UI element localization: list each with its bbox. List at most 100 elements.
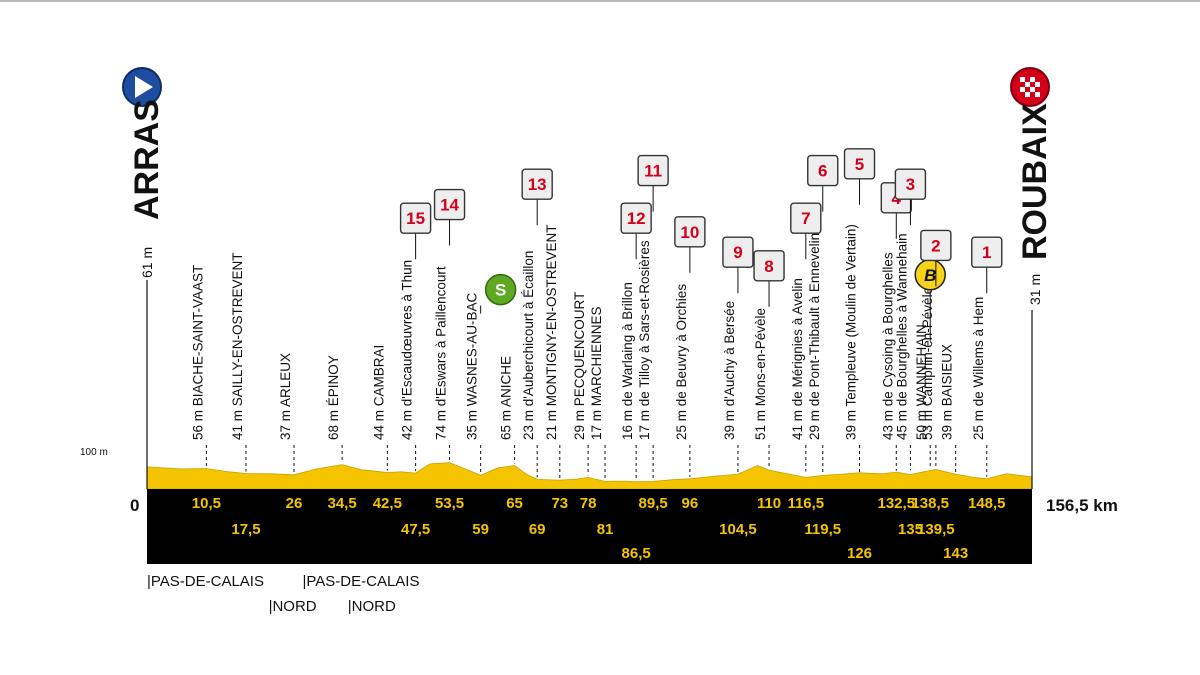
checkered-flag-icon	[1020, 87, 1025, 92]
place-label: 25 m de Willems à Hem	[971, 297, 986, 440]
km-label: 81	[597, 521, 614, 538]
sector-badge	[637, 154, 669, 187]
region-label: |NORD	[348, 598, 396, 615]
place-label: 65 m ANICHE	[499, 356, 514, 440]
sector-badge	[620, 202, 652, 234]
checkered-flag-icon	[1030, 77, 1035, 82]
start-altitude: 61 m	[139, 247, 155, 278]
place-label: 39 m BAISIEUX	[940, 344, 955, 440]
elevation-area	[146, 462, 1033, 490]
km-label: 116,5	[787, 495, 824, 512]
place-label: 44 m CAMBRAI	[371, 345, 386, 440]
sector-badge	[521, 168, 553, 200]
checkered-flag-icon	[1030, 87, 1035, 92]
sector-badges: 1514S131211109876543B21	[399, 148, 1003, 341]
place-label: 45 m de Bourghelles à Wannehain	[894, 233, 909, 440]
leader-lines	[205, 445, 988, 480]
checkered-flag-icon	[1035, 92, 1040, 97]
km-label: 138,5	[911, 495, 949, 512]
sector-badge	[894, 168, 927, 200]
sector-number: 14	[440, 196, 459, 215]
checkered-flag-icon	[1020, 77, 1025, 82]
km-label: 69	[529, 521, 546, 538]
place-label: 39 m d'Auchy à Bersée	[722, 301, 737, 440]
checkered-flag-icon	[1025, 92, 1030, 97]
km-label: 104,5	[719, 521, 757, 538]
km-label: 42,5	[373, 495, 402, 512]
sprint-badge	[484, 273, 517, 306]
place-label: 29 m de Pont-Thibault à Ennevelin	[807, 233, 822, 440]
km-label: 26	[286, 495, 303, 512]
sector-badge	[920, 229, 952, 262]
km-label: 34,5	[327, 495, 356, 512]
sector-number: 6	[818, 162, 827, 181]
sector-number: 12	[627, 209, 646, 228]
place-labels: 56 m BIACHE-SAINT-VAAST 41 m SAILLY-EN-OS…	[190, 224, 985, 440]
sector-number: 10	[680, 223, 699, 242]
place-label: 23 m d'Auberchicourt à Écaillon	[521, 251, 536, 440]
sector-badge	[674, 216, 706, 248]
sector-number: 8	[764, 257, 773, 276]
place-label: 42 m d'Escaudœuvres à Thun	[400, 260, 415, 440]
region-labels: |PAS-DE-CALAIS |NORD |PAS-DE-CALAIS |NORD	[147, 573, 419, 615]
place-label: 43 m de Cysoing à Bourghelles	[880, 252, 895, 440]
place-label: 56 m BIACHE-SAINT-VAAST	[190, 265, 205, 440]
place-label: 17 m MARCHIENNES	[589, 306, 604, 440]
distance-bar	[147, 489, 1032, 564]
sector-badge	[753, 250, 785, 282]
place-label: 50 m WANNEHAIN	[914, 324, 929, 440]
start-city: ARRAS	[128, 99, 166, 220]
place-label: 74 m d'Eswars à Paillencourt	[434, 266, 449, 440]
km-label: 86,5	[622, 545, 651, 562]
checkered-flag-icon	[1035, 82, 1040, 87]
region-label: |PAS-DE-CALAIS	[147, 573, 264, 590]
place-label: 68 m ÉPINOY	[326, 355, 341, 440]
km-label: 89,5	[639, 495, 668, 512]
place-label: 35 m WASNES-AU-BAC	[465, 292, 480, 440]
km-label: 59	[472, 521, 489, 538]
place-label: 21 m MONTIGNY-EN-OSTREVENT	[544, 224, 559, 440]
sector-number: 3	[906, 175, 915, 194]
sprint-letter: S	[495, 281, 506, 300]
sector-number: 13	[528, 175, 547, 194]
sector-badge	[971, 236, 1003, 268]
checkered-flag-icon	[1025, 82, 1030, 87]
y-ref-label: 100 m	[80, 447, 108, 458]
km-label: 143	[943, 545, 968, 562]
km-label: 119,5	[804, 521, 841, 538]
sector-badge	[790, 202, 822, 234]
place-label: 25 m de Beuvry à Orchies	[674, 284, 689, 440]
place-label: 41 m de Mérignies à Avelin	[790, 278, 805, 440]
sector-number: 9	[733, 243, 742, 262]
place-label: 39 m Templeuve (Moulin de Vertain)	[844, 224, 859, 440]
sector-badge	[722, 236, 754, 268]
sector-number: 5	[855, 155, 864, 174]
place-label: 41 m SAILLY-EN-OSTREVENT	[230, 252, 245, 440]
finish-altitude: 31 m	[1027, 274, 1043, 305]
place-label: 37 m ARLEUX	[278, 353, 293, 440]
km-label: 126	[847, 545, 872, 562]
play-arrow-icon	[135, 76, 153, 98]
sector-badge	[807, 154, 839, 187]
km-label: 148,5	[968, 495, 1006, 512]
km-label: 17,5	[231, 521, 260, 538]
finish-city: ROUBAIX	[1016, 103, 1054, 260]
place-label: 51 m Mons-en-Pévèle	[753, 308, 768, 440]
sector-number: 7	[801, 209, 810, 228]
place-label: 17 m de Tilloy à Sars-et-Rosières	[637, 240, 652, 440]
place-label: 16 m de Warlaing à Brillon	[620, 282, 635, 440]
elevation-area-shape	[146, 462, 1033, 490]
sector-number: 1	[982, 243, 991, 262]
km-label: 139,5	[917, 521, 955, 538]
km-label: 53,5	[435, 495, 464, 512]
km-label: 73	[551, 495, 568, 512]
km-label: 10,5	[192, 495, 221, 512]
km-label: 135	[898, 521, 923, 538]
place-label: 29 m PECQUENCOURT	[572, 292, 587, 440]
km-label: 96	[682, 495, 699, 512]
total-distance-label: 156,5 km	[1046, 496, 1118, 515]
sector-number: 11	[644, 162, 662, 181]
region-label: |NORD	[269, 598, 317, 615]
